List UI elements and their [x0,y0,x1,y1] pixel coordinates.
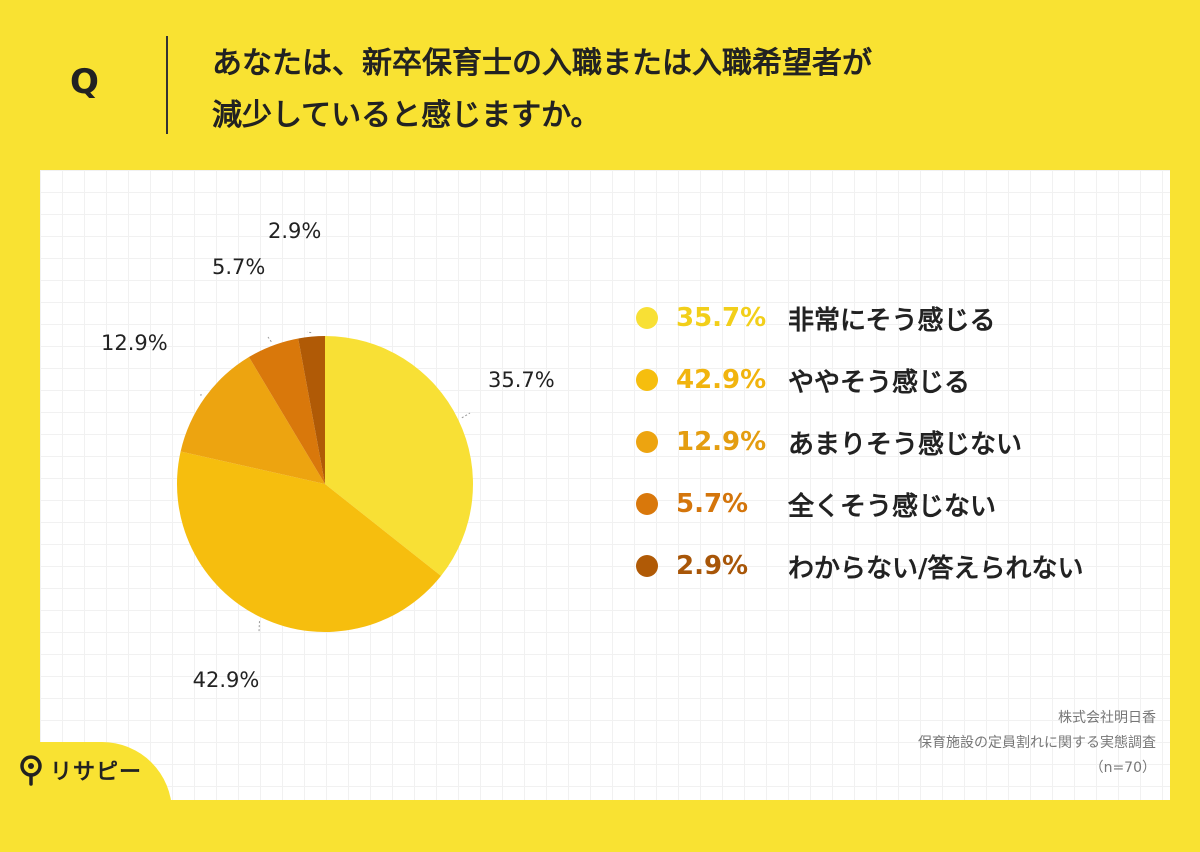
legend-value: 35.7% [676,303,788,333]
legend-item-2: 42.9%ややそう感じる [636,364,1084,396]
legend-value: 5.7% [676,489,788,519]
pie-svg: 35.7% 42.9% 12.9% 5.7%2.9% [0,170,620,800]
legend-value: 12.9% [676,427,788,457]
legend-swatch [636,431,658,453]
legend-swatch [636,493,658,515]
question-line-1: あなたは、新卒保育士の入職または入職希望者が [212,38,1112,90]
data-label-2: 42.9% [193,668,260,692]
data-label-1: 35.7% [488,368,555,392]
legend-item-4: 5.7%全くそう感じない [636,488,1084,520]
brand-name: リサピー [50,754,142,786]
leader-line-5 [307,332,311,333]
legend-item-3: 12.9%あまりそう感じない [636,426,1084,458]
legend-value: 42.9% [676,365,788,395]
pin-icon [18,754,44,786]
data-label-3: 12.9% [101,331,168,355]
brand-logo: リサピー [18,750,142,790]
legend-label: 非常にそう感じる [788,300,995,337]
legend-swatch [636,307,658,329]
divider [166,36,168,134]
legend-item-1: 35.7%非常にそう感じる [636,302,1084,334]
sample-size: （n=70） [918,756,1156,781]
question-label: Q [70,62,120,102]
source-note: 株式会社明日香 保育施設の定員割れに関する実態調査 （n=70） [918,706,1156,781]
leader-line-4 [268,337,271,342]
legend-swatch [636,555,658,577]
data-label-4: 5.7% [212,255,265,279]
legend-label: ややそう感じる [788,362,970,399]
legend-swatch [636,369,658,391]
source-company: 株式会社明日香 [918,706,1156,731]
data-label-5: 2.9% [268,219,321,243]
legend-label: 全くそう感じない [788,486,996,523]
legend-value: 2.9% [676,551,788,581]
leader-line-1 [462,413,470,418]
legend-label: わからない/答えられない [788,548,1084,585]
question-line-2: 減少していると感じますか。 [212,90,1112,142]
pie-chart: 35.7% 42.9% 12.9% 5.7%2.9% [0,170,620,800]
source-survey: 保育施設の定員割れに関する実態調査 [918,731,1156,756]
legend-item-5: 2.9%わからない/答えられない [636,550,1084,582]
question-text: あなたは、新卒保育士の入職または入職希望者が 減少していると感じますか。 [212,38,1112,142]
legend-label: あまりそう感じない [788,424,1022,461]
